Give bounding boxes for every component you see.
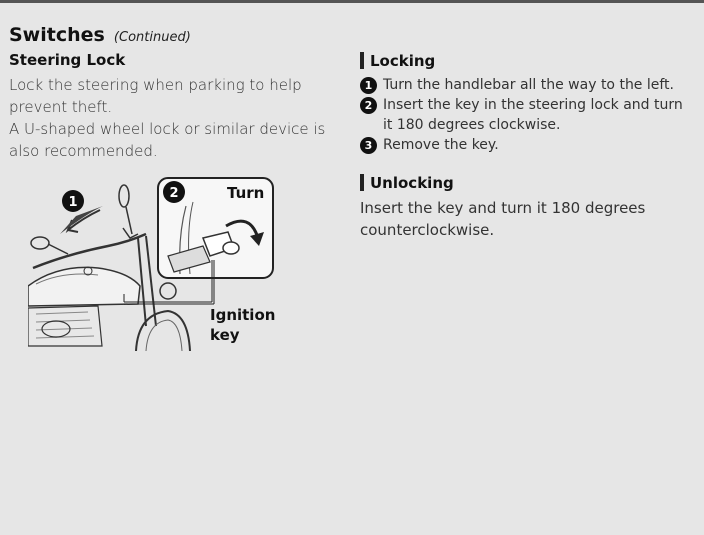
- step-text: Turn the handlebar all the way to the le…: [383, 77, 674, 93]
- step1-badge-text: 1: [68, 195, 77, 210]
- ignition-label-line1: Ignition: [210, 306, 276, 324]
- top-rule: [0, 0, 704, 3]
- headlight: [159, 282, 177, 300]
- unlocking-title: Unlocking: [370, 174, 454, 192]
- locking-step: 2 Insert the key in the steering lock an…: [360, 95, 690, 135]
- locking-steps: 1 Turn the handlebar all the way to the …: [360, 75, 690, 155]
- turn-label: Turn: [227, 184, 265, 202]
- step-number-badge: 3: [360, 137, 377, 154]
- motorcycle-illustration: 1 2: [27, 177, 274, 352]
- locking-step: 3 Remove the key.: [360, 135, 690, 155]
- steering-lock-illustration: 1 2: [27, 176, 278, 352]
- step2-badge-text: 2: [169, 186, 178, 201]
- turn-left-arrow: [65, 209, 101, 234]
- page-heading: Switches (Continued): [9, 24, 191, 46]
- fuel-tank: [27, 266, 141, 307]
- unlocking-heading: Unlocking: [360, 174, 454, 192]
- steering-lock-description: Lock the steering when parking to help p…: [9, 74, 329, 162]
- step-number-badge: 2: [360, 97, 377, 114]
- step-text: Remove the key.: [383, 137, 499, 153]
- steering-lock-title: Steering Lock: [9, 51, 126, 69]
- ignition-label-line2: key: [210, 326, 240, 344]
- step1-badge-circle: [62, 190, 84, 212]
- right-mirror: [118, 184, 130, 208]
- unlocking-description: Insert the key and turn it 180 degrees c…: [360, 199, 646, 239]
- locking-title: Locking: [370, 52, 436, 70]
- handlebar: [32, 232, 147, 270]
- steering-lock-para-1: Lock the steering when parking to help p…: [9, 76, 302, 116]
- steering-lock-para-2: A U-shaped wheel lock or similar device …: [9, 120, 326, 160]
- step2-badge-circle: [163, 181, 185, 203]
- locking-step: 1 Turn the handlebar all the way to the …: [360, 75, 690, 95]
- continued-label: (Continued): [113, 30, 191, 45]
- step-text: Insert the key in the steering lock and …: [383, 97, 683, 133]
- locking-heading: Locking: [360, 52, 435, 70]
- page-title: Switches: [9, 24, 105, 46]
- rotate-arrow: [225, 219, 260, 239]
- front-wheel: [135, 309, 191, 352]
- section-bar: [360, 174, 364, 191]
- section-bar: [360, 52, 364, 69]
- left-mirror: [30, 236, 50, 250]
- step-number-badge: 1: [360, 77, 377, 94]
- ignition-key-label: Ignition key: [210, 305, 275, 345]
